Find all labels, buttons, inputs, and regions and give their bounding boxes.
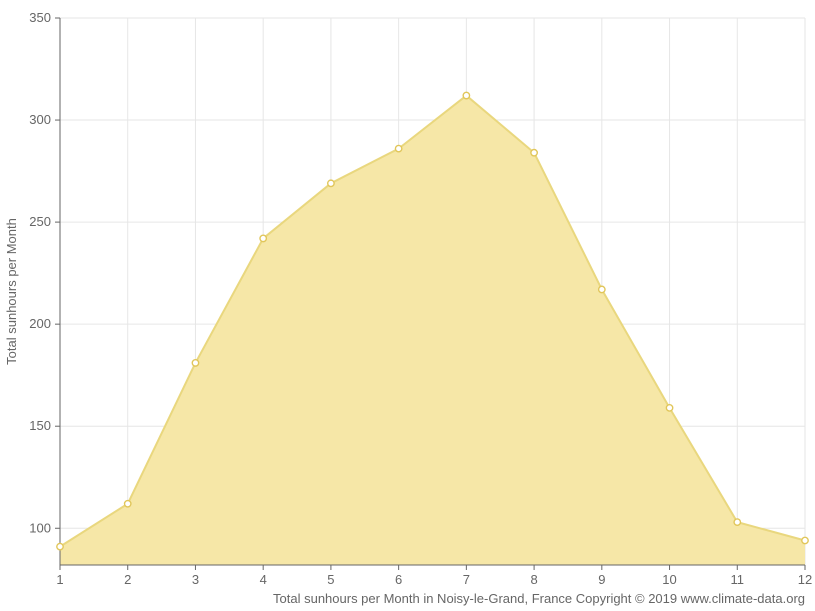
x-tick-label: 1	[56, 572, 63, 587]
data-point	[328, 180, 334, 186]
sunhours-chart: 123456789101112100150200250300350Total s…	[0, 0, 815, 611]
data-point	[260, 235, 266, 241]
chart-caption: Total sunhours per Month in Noisy-le-Gra…	[273, 591, 805, 606]
x-tick-label: 6	[395, 572, 402, 587]
data-point	[395, 145, 401, 151]
data-point	[666, 405, 672, 411]
x-tick-label: 11	[731, 572, 745, 587]
x-tick-label: 10	[662, 572, 676, 587]
data-point	[125, 501, 131, 507]
x-tick-label: 4	[260, 572, 267, 587]
y-tick-label: 350	[29, 10, 51, 25]
data-point	[531, 150, 537, 156]
y-tick-label: 100	[29, 520, 51, 535]
data-point	[57, 543, 63, 549]
data-point	[192, 360, 198, 366]
x-tick-label: 8	[530, 572, 537, 587]
y-axis-label: Total sunhours per Month	[4, 218, 19, 365]
x-tick-label: 3	[192, 572, 199, 587]
data-point	[599, 286, 605, 292]
x-tick-label: 5	[327, 572, 334, 587]
x-tick-label: 9	[598, 572, 605, 587]
y-tick-label: 250	[29, 214, 51, 229]
x-tick-label: 7	[463, 572, 470, 587]
data-point	[734, 519, 740, 525]
y-tick-label: 150	[29, 418, 51, 433]
y-tick-label: 300	[29, 112, 51, 127]
y-tick-label: 200	[29, 316, 51, 331]
data-point	[463, 92, 469, 98]
data-point	[802, 537, 808, 543]
x-tick-label: 12	[798, 572, 812, 587]
x-tick-label: 2	[124, 572, 131, 587]
